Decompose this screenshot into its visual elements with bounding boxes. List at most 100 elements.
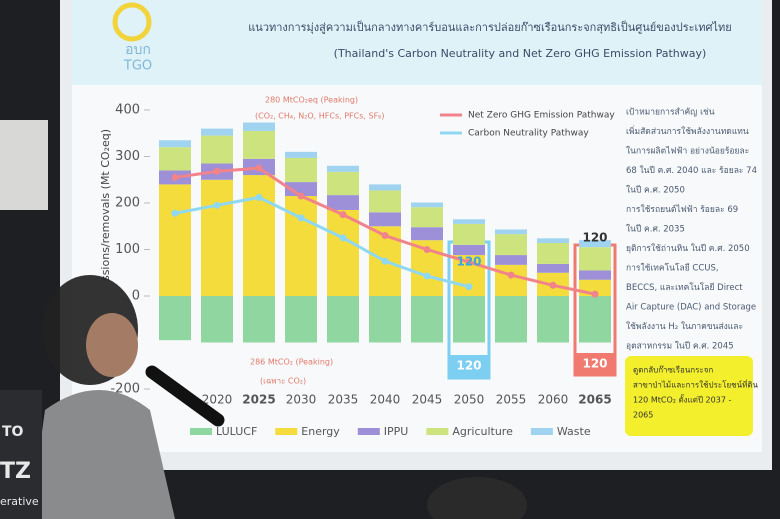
bar-segment	[285, 151, 317, 158]
banner-text: TZ	[0, 459, 31, 484]
side-note: ในปี ค.ศ. 2050	[626, 185, 685, 196]
logo-en: TGO	[123, 59, 152, 74]
bar-segment	[579, 270, 611, 280]
legend-label: Waste	[557, 425, 591, 438]
bar-segment	[411, 202, 443, 208]
x-tick-label: 2035	[328, 393, 359, 407]
legend-swatch	[357, 428, 380, 435]
box-label-bg	[449, 355, 489, 377]
bar-segment	[537, 263, 569, 273]
side-note: อุตสาหกรรม ในปี ค.ศ. 2045	[626, 341, 734, 352]
legend-label: Agriculture	[452, 425, 513, 438]
bar-segment	[369, 296, 401, 343]
legend-swatch	[530, 428, 553, 435]
box-label: 120	[456, 359, 481, 373]
legend-swatch	[426, 428, 449, 435]
bar-segment	[285, 296, 317, 343]
line-point	[381, 257, 389, 265]
bar-segment	[327, 209, 359, 296]
bar-segment	[201, 296, 233, 343]
microphone	[145, 365, 225, 427]
x-tick-label: 2045	[412, 393, 443, 407]
bar-segment	[201, 179, 233, 296]
annotation: (เฉพาะ CO₂)	[260, 377, 306, 386]
x-tick-label: 2025	[242, 393, 275, 407]
y-tick-label: 0	[132, 289, 140, 304]
line-point	[213, 167, 221, 175]
bar-segment	[201, 128, 233, 136]
bar-segment	[579, 296, 611, 343]
legend-swatch	[190, 428, 212, 435]
bar-segment	[495, 229, 527, 235]
bar-segment	[285, 157, 317, 183]
banner-text: erative	[0, 495, 39, 508]
audience-head	[427, 477, 527, 519]
bar-segment	[453, 223, 485, 245]
x-tick-label: 2040	[370, 393, 401, 407]
presenter-face	[86, 313, 138, 377]
bar-segment	[369, 212, 401, 227]
bar-segment	[369, 190, 401, 213]
bar-segment	[369, 184, 401, 191]
bar-segment	[537, 238, 569, 243]
line-point	[255, 193, 263, 201]
note-line: 2065	[633, 411, 653, 420]
side-note: เป้าหมายการสำคัญ เช่น	[626, 107, 715, 118]
banner	[0, 390, 42, 519]
note-line: สาขาป่าไม้และการใช้ประโยชน์ที่ดิน	[633, 379, 759, 390]
logo-thai: อบก	[125, 42, 151, 58]
x-tick-label: 2065	[578, 393, 611, 407]
wall-panel	[0, 120, 48, 210]
legend-label: Energy	[301, 425, 340, 438]
x-tick-label: 2030	[286, 393, 317, 407]
bar-segment	[495, 296, 527, 343]
annotation: 280 MtCO₂eq (Peaking)	[265, 96, 358, 105]
bar-segment	[537, 296, 569, 343]
y-tick-label: 400	[115, 103, 140, 118]
y-axis-label: ssions/removals (Mt CO₂eq)	[99, 129, 112, 281]
bar-segment	[411, 227, 443, 241]
subtitle: (Thailand's Carbon Neutrality and Net Ze…	[334, 47, 707, 60]
bar-segment	[453, 296, 485, 343]
slide-header	[72, 0, 762, 85]
x-tick-label: 2060	[538, 393, 569, 407]
line-point	[423, 246, 431, 253]
side-note: 68 ในปี ค.ศ. 2040 และ ร้อยละ 74	[626, 165, 757, 176]
line-point	[171, 209, 179, 217]
legend-label: Net Zero GHG Emission Pathway	[468, 111, 615, 121]
line-point	[549, 281, 557, 289]
line	[174, 195, 470, 289]
logo-mark	[112, 2, 152, 42]
bar-segment	[243, 130, 275, 159]
bar-segment	[411, 296, 443, 343]
bar-segment	[453, 219, 485, 224]
note-line: ดูดกลับก๊าซเรือนกระจก	[633, 365, 713, 376]
x-tick-label: 2055	[496, 393, 527, 407]
annotation: 286 MtCO₂ (Peaking)	[250, 358, 333, 367]
bar-segment	[327, 165, 359, 172]
x-tick-label: 2020	[202, 393, 233, 407]
y-tick-label: 300	[115, 149, 140, 164]
bar-segment	[495, 264, 527, 296]
bar-segment	[201, 135, 233, 164]
side-note: เพิ่มสัดส่วนการใช้พลังงานทดแทน	[626, 125, 749, 137]
line-point	[507, 271, 515, 279]
side-note: ในปี ค.ศ. 2035	[626, 224, 685, 235]
side-note: BECCS, และเทคโนโลยี Direct	[626, 282, 743, 293]
side-note: ใช้พลังงาน H₂ ในภาคขนส่งและ	[626, 321, 743, 332]
line-point	[213, 201, 221, 209]
line-point	[423, 272, 431, 280]
bar-segment	[327, 195, 359, 210]
presenter-jacket	[30, 390, 175, 519]
bar-segment	[495, 234, 527, 256]
legend-swatch	[275, 428, 298, 435]
side-note: Air Capture (DAC) and Storage	[626, 303, 756, 313]
bar-segment	[537, 242, 569, 264]
box-label: 120	[582, 231, 607, 245]
bar-segment	[579, 247, 611, 271]
line-point	[297, 192, 305, 200]
x-tick-label: 2050	[454, 393, 485, 407]
bar-segment	[453, 244, 485, 256]
